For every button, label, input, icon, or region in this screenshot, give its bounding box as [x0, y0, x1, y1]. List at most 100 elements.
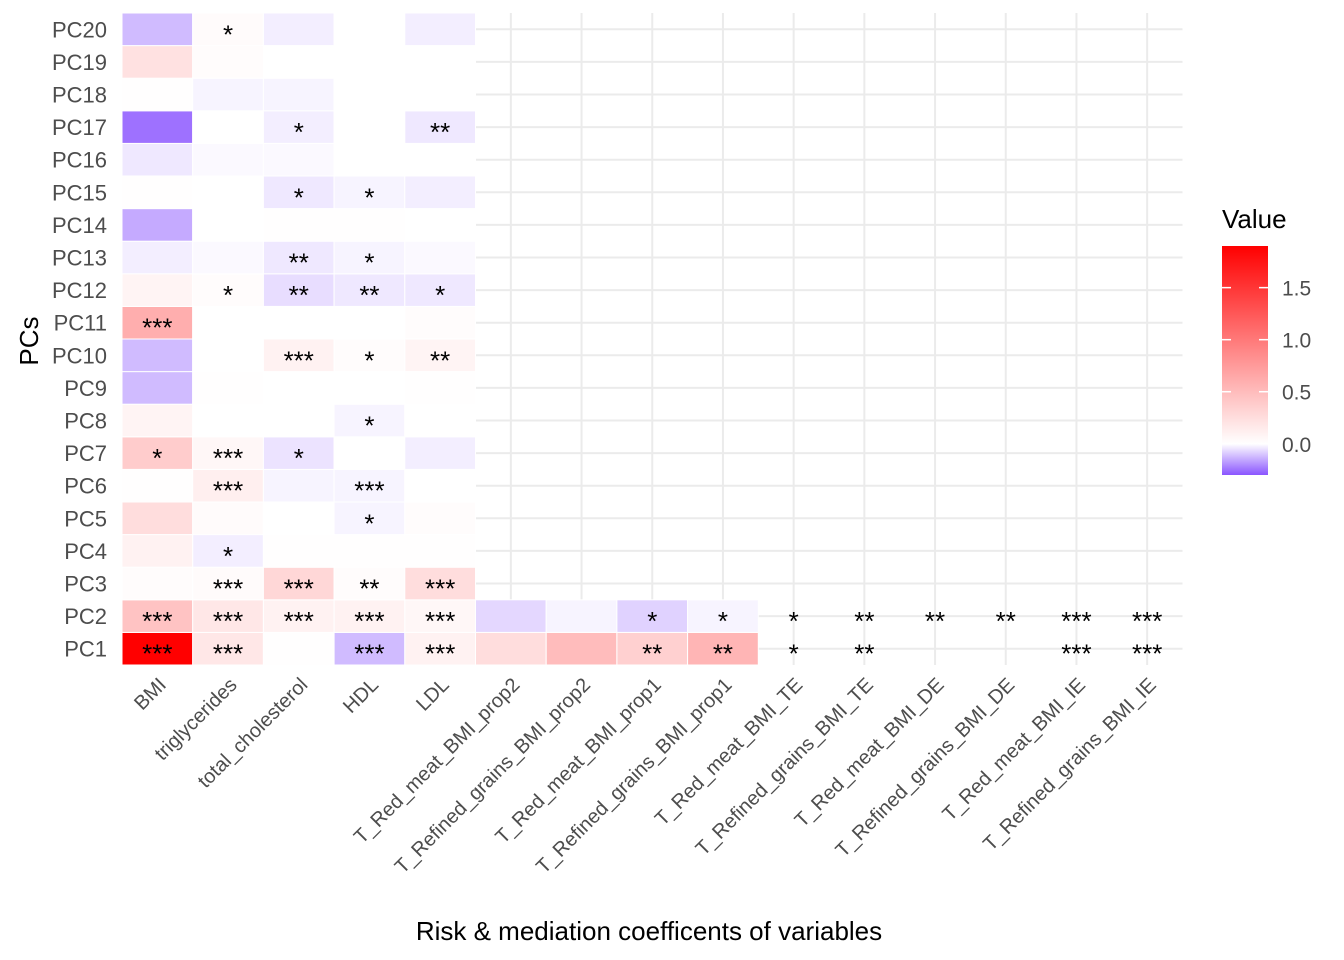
heatmap-cell — [121, 77, 194, 112]
heatmap-cell — [616, 631, 689, 666]
significance-label: ** — [430, 345, 450, 375]
x-axis-title: Risk & mediation coefficents of variable… — [416, 916, 882, 946]
significance-label: *** — [213, 443, 243, 473]
heatmap-cell — [192, 403, 264, 438]
y-tick-label: PC1 — [64, 637, 107, 662]
significance-label: * — [647, 606, 657, 636]
x-tick-label: T_Red_meat_BMI_IE — [938, 674, 1090, 826]
heatmap-cell — [616, 599, 689, 633]
significance-label: * — [364, 411, 374, 441]
legend-title: Value — [1222, 204, 1287, 234]
significance-label: ** — [996, 606, 1016, 636]
heatmap-cell — [333, 12, 406, 47]
heatmap-cell — [404, 631, 476, 666]
heatmap-cell — [262, 436, 335, 470]
heatmap-cell — [262, 468, 335, 503]
heatmap-cell — [333, 77, 406, 112]
heatmap-cell — [262, 110, 335, 144]
heatmap-cell — [121, 142, 194, 177]
legend-tick-label: 1.5 — [1282, 278, 1311, 301]
y-tick-label: PC9 — [64, 376, 107, 401]
significance-label: ** — [925, 606, 945, 636]
y-tick-label: PC13 — [52, 246, 107, 271]
heatmap-cell — [404, 175, 476, 210]
heatmap-cell — [121, 403, 194, 438]
significance-label: *** — [354, 639, 384, 669]
grid-lines — [122, 13, 1183, 665]
heatmap-cell — [121, 468, 194, 503]
heatmap-cell — [404, 110, 476, 144]
y-axis-title: PCs — [14, 316, 44, 365]
significance-label: * — [364, 248, 374, 278]
y-tick-label: PC3 — [64, 572, 107, 597]
significance-label: * — [718, 606, 728, 636]
heatmap-cell — [404, 501, 476, 536]
significance-label: *** — [354, 606, 384, 636]
heatmap-cell — [192, 12, 264, 47]
significance-label: * — [223, 280, 233, 310]
significance-label: * — [789, 639, 799, 669]
y-tick-label: PC4 — [64, 539, 107, 564]
significance-label: ** — [289, 280, 309, 310]
significance-label: ** — [854, 606, 874, 636]
significance-label: *** — [425, 574, 455, 604]
heatmap-cell — [333, 338, 406, 373]
significance-label: *** — [142, 639, 172, 669]
significance-label: ** — [359, 280, 379, 310]
significance-label: *** — [1132, 639, 1162, 669]
heatmap-cell — [192, 175, 264, 210]
heatmap-cell — [262, 273, 335, 307]
legend-tick-label: 0.0 — [1282, 434, 1311, 457]
significance-label: * — [364, 182, 374, 212]
heatmap-cell — [121, 371, 194, 405]
significance-label: *** — [284, 606, 314, 636]
heatmap-cell — [404, 12, 476, 47]
x-tick-label: LDL — [412, 674, 454, 716]
heatmap-cell — [333, 305, 406, 340]
significance-label: *** — [425, 606, 455, 636]
significance-label: *** — [425, 639, 455, 669]
legend-tick-label: 0.5 — [1282, 382, 1311, 405]
y-tick-label: PC8 — [64, 409, 107, 434]
heatmap-cell — [121, 175, 194, 210]
x-tick-label: HDL — [339, 674, 383, 718]
heatmap-cell — [333, 436, 406, 470]
heatmap-cell — [262, 371, 335, 405]
heatmap-cell — [687, 599, 759, 633]
heatmap-cell — [121, 45, 194, 79]
y-tick-label: PC10 — [52, 343, 107, 368]
y-tick-label: PC6 — [64, 474, 107, 499]
significance-label: * — [223, 541, 233, 571]
heatmap-cell — [404, 208, 476, 242]
heatmap-cell — [262, 534, 335, 568]
heatmap-cell — [262, 45, 335, 79]
heatmap-cell — [192, 45, 264, 79]
significance-label: * — [294, 443, 304, 473]
heatmap-cell — [475, 631, 547, 666]
heatmap-cell — [121, 501, 194, 536]
heatmap-cell — [404, 403, 476, 438]
significance-label: *** — [142, 606, 172, 636]
heatmap-cell — [262, 208, 335, 242]
y-tick-label: PC15 — [52, 180, 107, 205]
heatmap-cell — [121, 534, 194, 568]
heatmap-cell — [192, 77, 264, 112]
heatmap-cell — [262, 77, 335, 112]
significance-label: *** — [142, 313, 172, 343]
significance-labels: ****************************************… — [142, 19, 1162, 668]
heatmap-cell — [121, 110, 194, 144]
heatmap-cell — [333, 599, 406, 633]
y-tick-label: PC7 — [64, 441, 107, 466]
significance-label: * — [435, 280, 445, 310]
significance-label: ** — [359, 574, 379, 604]
y-tick-label: PC11 — [54, 311, 107, 336]
heatmap-cell — [121, 240, 194, 275]
heatmap-cell — [262, 631, 335, 666]
significance-label: *** — [354, 476, 384, 506]
heatmap-cell — [404, 305, 476, 340]
x-tick-label: BMI — [130, 674, 171, 715]
y-tick-label: PC12 — [52, 278, 107, 303]
heatmap-cell — [262, 501, 335, 536]
heatmap-cell — [333, 110, 406, 144]
heatmap-cell — [192, 371, 264, 405]
